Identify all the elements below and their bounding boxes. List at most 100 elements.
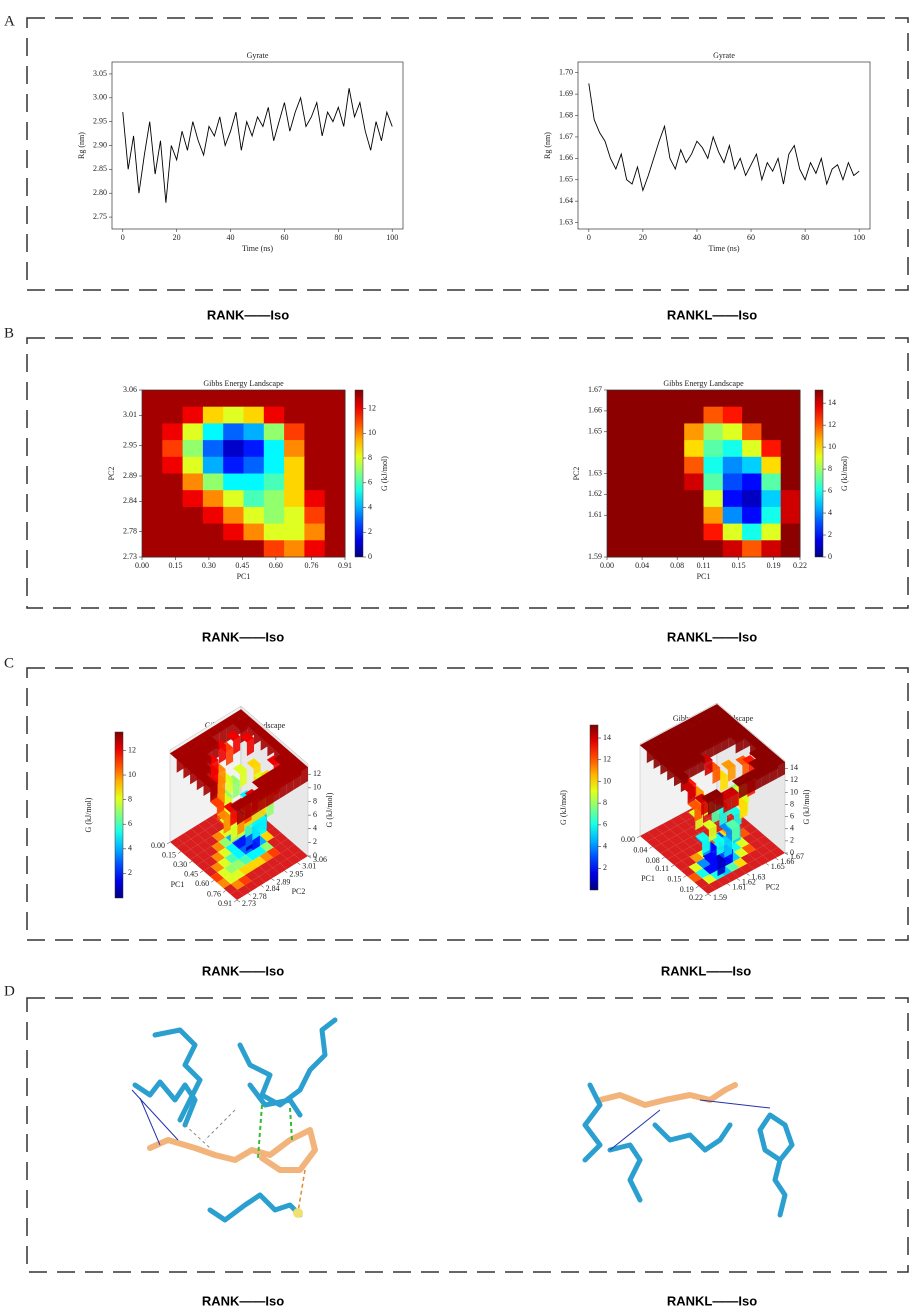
z-tick-label: 4 — [790, 824, 794, 833]
surface-side — [694, 805, 703, 822]
heat-cell — [304, 406, 326, 424]
floor-contour — [224, 863, 239, 874]
x-tick-label: 0.91 — [218, 899, 232, 908]
floor-contour — [755, 855, 770, 866]
surface-side — [232, 780, 240, 799]
floor-contour — [646, 837, 662, 848]
floor-contour — [670, 815, 686, 826]
heat-cell — [182, 406, 204, 424]
floor-contour — [678, 811, 693, 822]
floor-contour — [743, 824, 758, 834]
floor-contour — [266, 857, 280, 868]
colorbar-tick-label: 6 — [603, 820, 607, 829]
heat-cell — [780, 523, 801, 541]
floor-contour — [702, 874, 717, 885]
heat-cell — [703, 456, 724, 474]
panel-label: C — [4, 655, 14, 671]
surface-side — [237, 807, 245, 825]
floor-contour — [265, 867, 280, 878]
floor-contour — [739, 863, 755, 874]
heat-cell — [645, 406, 666, 424]
heat-cell — [223, 540, 244, 558]
x-tick-label: 60 — [280, 233, 288, 242]
heat-cell — [761, 406, 782, 424]
heat-cell — [182, 423, 204, 441]
heat-cell — [645, 523, 666, 541]
x-tick-label: 0.00 — [621, 835, 635, 844]
heat-cell — [182, 523, 204, 541]
colorbar-tick-label: 10 — [128, 770, 136, 779]
floor-contour — [674, 851, 690, 861]
heat-cell — [182, 506, 204, 525]
floor-contour — [267, 837, 281, 848]
floor-contour — [681, 856, 697, 867]
y-tick-label: 1.62 — [588, 489, 602, 498]
heat-cell — [162, 506, 184, 525]
h-bond — [139, 1097, 161, 1146]
ligand — [597, 1082, 738, 1108]
floor-contour — [231, 869, 245, 880]
heat-cell — [202, 390, 224, 408]
panel-label: A — [4, 13, 15, 29]
colorbar-tick-label: 4 — [828, 508, 832, 517]
sulfur — [293, 1208, 303, 1218]
data-line — [122, 88, 393, 203]
x-tick-label: 100 — [386, 233, 398, 242]
heat-cell — [742, 440, 762, 458]
heat-cell — [684, 390, 704, 408]
heat-cell — [742, 390, 762, 408]
z-tick-label: 10 — [313, 783, 321, 792]
surface-side — [286, 776, 294, 795]
heat-cell — [742, 506, 762, 525]
floor-contour — [716, 875, 732, 886]
heat-cell — [703, 490, 724, 508]
panel-frame — [26, 667, 909, 941]
heat-cell — [761, 423, 782, 441]
floor-contour — [238, 854, 253, 865]
floor-contour — [224, 873, 238, 884]
heat-cell — [304, 506, 326, 525]
x-tick-label: 0.45 — [235, 561, 249, 570]
heat-cell — [223, 456, 244, 474]
plot-frame — [141, 389, 346, 558]
y-tick-label: 2.84 — [266, 884, 280, 893]
x-tick-label: 40 — [227, 233, 235, 242]
heat-cell — [607, 456, 627, 474]
surface-side — [701, 799, 709, 816]
heat-cell — [142, 440, 163, 458]
z-tick-label: 8 — [790, 799, 794, 808]
heat-cell — [607, 540, 627, 558]
floor-contour — [273, 843, 288, 854]
floor-contour — [675, 841, 691, 851]
heat-cell — [664, 473, 685, 491]
colorbar-tick-label: 4 — [128, 844, 132, 853]
heat-cell — [182, 390, 204, 408]
residue — [207, 1192, 303, 1223]
y-tick-label: 1.64 — [559, 196, 573, 205]
floor-contour — [660, 849, 675, 860]
z-tick-label: 12 — [790, 775, 798, 784]
heat-cell — [703, 506, 724, 525]
heat-cell — [626, 540, 647, 558]
heat-cell — [626, 490, 647, 508]
floor-contour — [260, 831, 275, 842]
surface-side — [279, 780, 287, 799]
floor-contour — [259, 862, 273, 873]
heat-cell — [684, 456, 704, 474]
heat-cell — [202, 456, 224, 474]
floor-contour — [190, 844, 205, 855]
pi-stack — [257, 1104, 263, 1159]
floor-contour — [231, 849, 246, 860]
x-tick — [222, 890, 227, 893]
x-tick-label: 0.00 — [600, 561, 614, 570]
surface-cell — [720, 759, 736, 770]
x-tick-label: 0 — [121, 233, 125, 242]
x-axis-label: Time (ns) — [242, 244, 273, 253]
x-tick-label: 0.15 — [732, 561, 746, 570]
floor-contour — [244, 870, 259, 881]
heat-cell — [626, 506, 647, 525]
heat-cell — [142, 406, 163, 424]
z-tick-label: 8 — [313, 796, 317, 805]
floor-contour — [238, 865, 252, 876]
surface-side — [761, 770, 770, 787]
